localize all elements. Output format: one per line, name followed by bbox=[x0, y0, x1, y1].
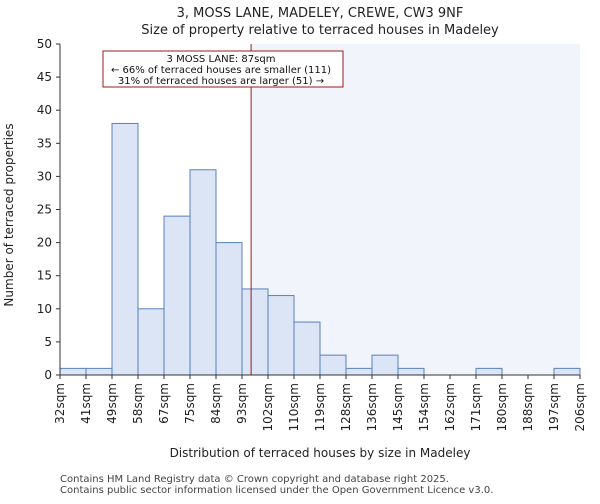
x-tick-label-41sqm: 41sqm bbox=[79, 383, 93, 424]
annotation-layer: 3 MOSS LANE: 87sqm← 66% of terraced hous… bbox=[102, 50, 344, 88]
bar-110sqm bbox=[293, 321, 321, 376]
footer-line-2: Contains public sector information licen… bbox=[60, 485, 493, 496]
bar-128sqm bbox=[345, 367, 373, 376]
y-tick-label-50: 50 bbox=[37, 37, 52, 51]
footer-line-1: Contains HM Land Registry data © Crown c… bbox=[60, 474, 449, 485]
bar-32sqm bbox=[59, 367, 87, 376]
x-tick-label-171sqm: 171sqm bbox=[469, 383, 483, 431]
x-tick-label-136sqm: 136sqm bbox=[365, 383, 379, 431]
y-tick-label-5: 5 bbox=[44, 335, 52, 349]
bar-49sqm bbox=[111, 122, 139, 376]
x-tick-label-154sqm: 154sqm bbox=[417, 383, 431, 431]
y-tick-label-30: 30 bbox=[37, 169, 52, 183]
bar-102sqm bbox=[267, 295, 295, 376]
x-tick-label-58sqm: 58sqm bbox=[131, 383, 145, 424]
x-tick-label-110sqm: 110sqm bbox=[287, 383, 301, 431]
bar-75sqm bbox=[189, 169, 217, 376]
chart-title-line-1: 3, MOSS LANE, MADELEY, CREWE, CW3 9NF bbox=[177, 6, 464, 21]
x-tick-label-128sqm: 128sqm bbox=[339, 383, 353, 431]
y-tick-label-20: 20 bbox=[37, 236, 52, 250]
annotation-line-1: 3 MOSS LANE: 87sqm bbox=[167, 54, 276, 65]
bar-84sqm bbox=[215, 242, 243, 376]
y-tick-label-15: 15 bbox=[37, 269, 52, 283]
annotation-box bbox=[102, 50, 344, 88]
x-tick-label-162sqm: 162sqm bbox=[443, 383, 457, 431]
y-tick-label-25: 25 bbox=[37, 203, 52, 217]
x-tick-label-180sqm: 180sqm bbox=[495, 383, 509, 431]
x-tick-label-102sqm: 102sqm bbox=[261, 383, 275, 431]
chart-title-line-2: Size of property relative to terraced ho… bbox=[141, 23, 499, 38]
bar-145sqm bbox=[397, 367, 425, 376]
bar-93sqm bbox=[241, 288, 269, 376]
x-tick-label-197sqm: 197sqm bbox=[547, 383, 561, 431]
y-tick-label-45: 45 bbox=[37, 70, 52, 84]
x-tick-label-32sqm: 32sqm bbox=[53, 383, 67, 424]
bar-119sqm bbox=[319, 354, 347, 376]
x-axis-label: Distribution of terraced houses by size … bbox=[170, 446, 471, 460]
highlight-region-layer bbox=[251, 44, 580, 375]
x-tick-label-206sqm: 206sqm bbox=[573, 383, 587, 431]
x-tick-label-75sqm: 75sqm bbox=[183, 383, 197, 424]
bar-58sqm bbox=[137, 308, 165, 376]
y-tick-label-40: 40 bbox=[37, 103, 52, 117]
x-tick-label-119sqm: 119sqm bbox=[313, 383, 327, 431]
x-tick-label-84sqm: 84sqm bbox=[209, 383, 223, 424]
y-axis-label: Number of terraced properties bbox=[2, 123, 16, 306]
axes-layer: 0 5 10 15 20 25 30 35 40 45 50 32sqm 41sqm 49sqm 58sqm… bbox=[37, 37, 587, 431]
bar-67sqm bbox=[163, 215, 191, 376]
x-tick-label-49sqm: 49sqm bbox=[105, 383, 119, 424]
bar-41sqm bbox=[85, 367, 113, 376]
y-tick-label-0: 0 bbox=[44, 368, 52, 382]
bar-197sqm bbox=[553, 367, 581, 376]
x-tick-label-93sqm: 93sqm bbox=[235, 383, 249, 424]
x-tick-label-188sqm: 188sqm bbox=[521, 383, 535, 431]
annotation-line-2: ← 66% of terraced houses are smaller (11… bbox=[111, 65, 331, 76]
annotation-line-3: 31% of terraced houses are larger (51) → bbox=[118, 76, 324, 87]
x-tick-label-145sqm: 145sqm bbox=[391, 383, 405, 431]
bar-136sqm bbox=[371, 354, 399, 376]
larger-region-highlight bbox=[251, 44, 580, 375]
bars-layer bbox=[59, 122, 581, 376]
bar-171sqm bbox=[475, 367, 503, 376]
x-tick-label-67sqm: 67sqm bbox=[157, 383, 171, 424]
y-tick-label-35: 35 bbox=[37, 136, 52, 150]
y-tick-label-10: 10 bbox=[37, 302, 52, 316]
